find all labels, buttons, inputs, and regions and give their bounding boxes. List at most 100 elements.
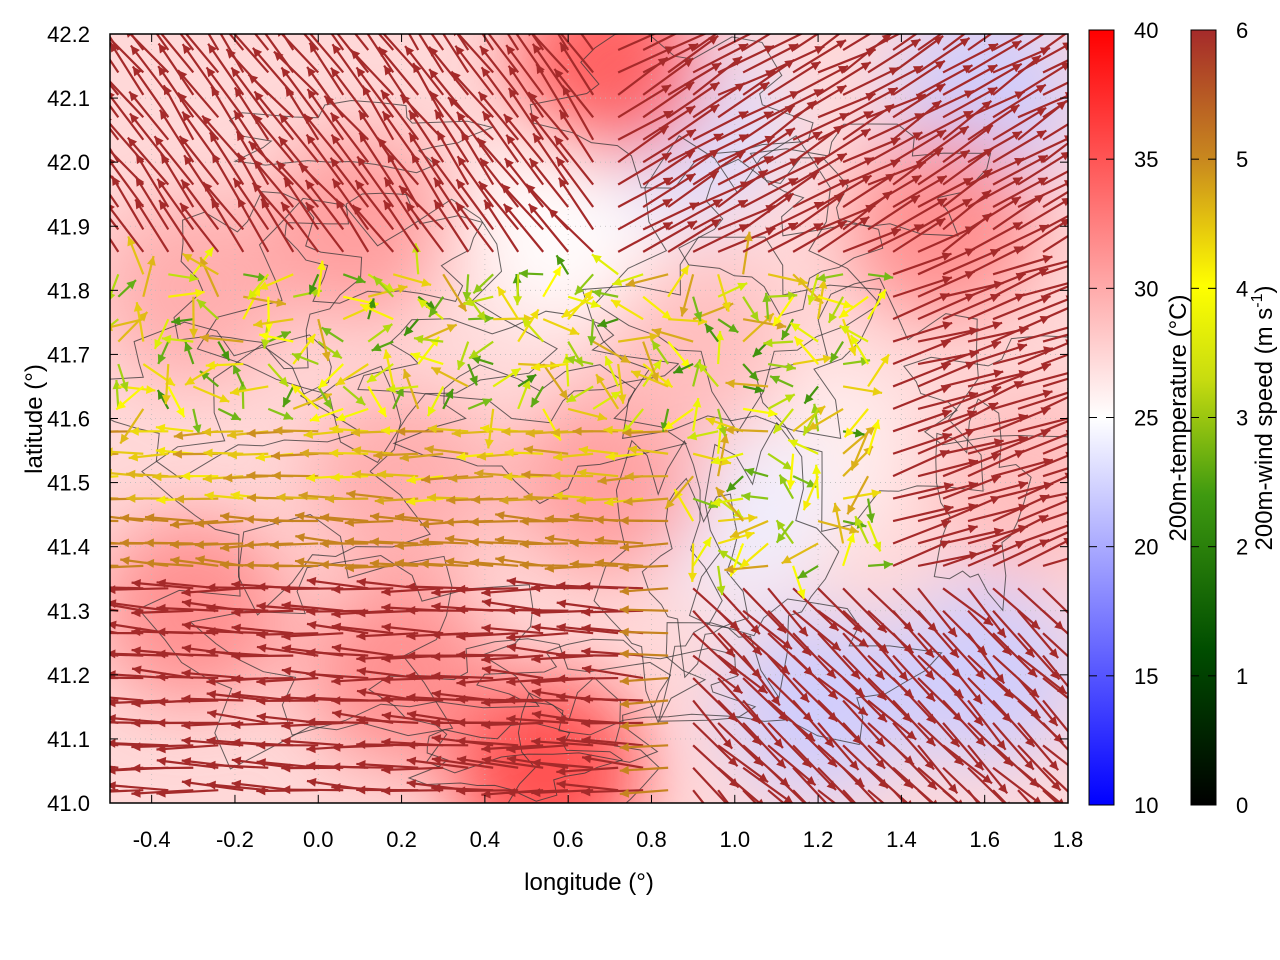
wind-vector-head bbox=[110, 293, 116, 300]
colorbar-tick-label: 2 bbox=[1236, 535, 1248, 560]
wind-vector-head bbox=[693, 311, 703, 322]
wind-vector-head bbox=[565, 355, 576, 365]
wind-vector-head bbox=[753, 756, 763, 766]
wind-vector-head bbox=[710, 497, 721, 507]
wind-vector-head bbox=[357, 156, 367, 167]
wind-vector bbox=[867, 174, 922, 208]
wind-vector-head bbox=[1063, 537, 1068, 547]
wind-vector bbox=[992, 514, 1049, 545]
wind-vector bbox=[917, 89, 975, 119]
wind-vector bbox=[405, 201, 445, 253]
wind-vector-head bbox=[169, 519, 180, 529]
wind-vector-head bbox=[110, 713, 116, 723]
wind-vector-head bbox=[256, 758, 266, 768]
wind-vector-head bbox=[1068, 279, 1078, 288]
wind-vector bbox=[617, 110, 674, 141]
wind-vector-head bbox=[961, 198, 973, 208]
wind-vector-head bbox=[255, 452, 266, 462]
wind-vector bbox=[817, 92, 876, 119]
wind-vector-head bbox=[187, 0, 195, 7]
wind-vector bbox=[206, 783, 269, 792]
wind-vector-head bbox=[710, 456, 721, 465]
wind-vector-head bbox=[943, 482, 954, 491]
wind-vector-head bbox=[298, 163, 309, 174]
wind-vector-head bbox=[158, 43, 168, 54]
wind-vector-head bbox=[781, 555, 792, 564]
wind-vector-head bbox=[276, 161, 286, 171]
wind-vector-head bbox=[256, 740, 266, 750]
wind-vector-head bbox=[847, 504, 856, 515]
wind-vector bbox=[892, 519, 952, 545]
wind-vector bbox=[842, 699, 886, 748]
wind-vector-head bbox=[556, 581, 566, 591]
wind-vector-head bbox=[777, 825, 787, 835]
wind-vector-head bbox=[330, 157, 340, 168]
wind-vector-head bbox=[132, 66, 142, 77]
wind-vector bbox=[917, 177, 974, 208]
wind-vector bbox=[942, 528, 1004, 545]
colorbar-tick-label: 35 bbox=[1134, 147, 1158, 172]
wind-vector-head bbox=[765, 70, 776, 79]
wind-vector bbox=[992, 255, 1053, 276]
wind-vector bbox=[967, 40, 1023, 74]
wind-vector-head bbox=[110, 698, 116, 708]
wind-vector-head bbox=[484, 200, 493, 210]
wind-vector-head bbox=[82, 67, 91, 77]
wind-vector-head bbox=[381, 786, 391, 796]
wind-vector-head bbox=[508, 88, 518, 99]
wind-vector-head bbox=[788, 439, 799, 448]
wind-vector-head bbox=[566, 393, 577, 403]
colorbar-tick-label: 40 bbox=[1134, 18, 1158, 43]
wind-vector-head bbox=[309, 42, 319, 53]
wind-vector bbox=[967, 699, 1007, 751]
wind-vector-head bbox=[836, 153, 847, 162]
wind-vector-head bbox=[748, 370, 759, 381]
wind-vector-head bbox=[329, 448, 339, 458]
temperature-region bbox=[598, 259, 789, 450]
wind-vector-head bbox=[935, 218, 946, 228]
wind-vector-head bbox=[532, 43, 542, 54]
wind-vector-head bbox=[306, 777, 317, 787]
wind-vector-head bbox=[381, 603, 391, 613]
wind-vector-head bbox=[558, 177, 568, 188]
wind-vector bbox=[110, 237, 120, 253]
wind-vector-head bbox=[750, 624, 760, 635]
wind-vector-head bbox=[619, 649, 629, 659]
wind-vector-head bbox=[794, 336, 804, 347]
wind-vector bbox=[110, 206, 145, 253]
wind-vector-head bbox=[355, 180, 365, 191]
wind-vector bbox=[942, 699, 986, 747]
wind-vector-head bbox=[156, 627, 166, 637]
wind-vector bbox=[867, 677, 913, 723]
wind-vector-head bbox=[120, 433, 130, 444]
wind-vector bbox=[667, 198, 723, 231]
wind-vector-head bbox=[246, 428, 256, 438]
wind-vector-head bbox=[886, 18, 896, 27]
wind-vector bbox=[460, 130, 495, 186]
wind-vector bbox=[967, 343, 1028, 366]
wind-vector-head bbox=[581, 647, 591, 657]
wind-vector-head bbox=[798, 626, 808, 637]
wind-vector-head bbox=[324, 95, 334, 106]
wind-vector-head bbox=[434, 0, 443, 8]
wind-vector-head bbox=[943, 504, 954, 514]
wind-vector-head bbox=[281, 721, 291, 731]
wind-vector bbox=[110, 519, 119, 523]
wind-vector-head bbox=[504, 158, 514, 169]
wind-vector-head bbox=[661, 310, 672, 320]
wind-vector-head bbox=[988, 43, 999, 53]
wind-vector bbox=[792, 677, 839, 723]
wind-vector bbox=[967, 632, 1006, 685]
wind-vector bbox=[431, 757, 494, 769]
wind-vector-head bbox=[663, 110, 674, 120]
wind-vector bbox=[329, 157, 370, 208]
wind-vector-head bbox=[790, 322, 801, 332]
wind-vector-head bbox=[770, 695, 780, 706]
wind-vector-head bbox=[110, 585, 116, 595]
wind-vector-head bbox=[576, 495, 586, 505]
wind-vector-head bbox=[306, 761, 316, 771]
wind-vector-head bbox=[157, 178, 167, 189]
wind-vector bbox=[128, 34, 170, 74]
wind-vector-head bbox=[903, 643, 914, 654]
wind-vector bbox=[356, 155, 395, 208]
